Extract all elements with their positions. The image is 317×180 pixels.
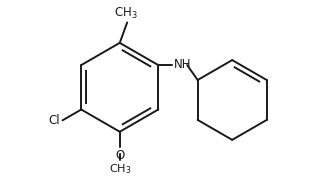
Text: CH$_3$: CH$_3$ bbox=[114, 6, 138, 21]
Text: NH: NH bbox=[173, 58, 191, 71]
Text: CH$_3$: CH$_3$ bbox=[108, 162, 131, 176]
Text: Cl: Cl bbox=[49, 114, 60, 127]
Text: O: O bbox=[115, 149, 124, 162]
